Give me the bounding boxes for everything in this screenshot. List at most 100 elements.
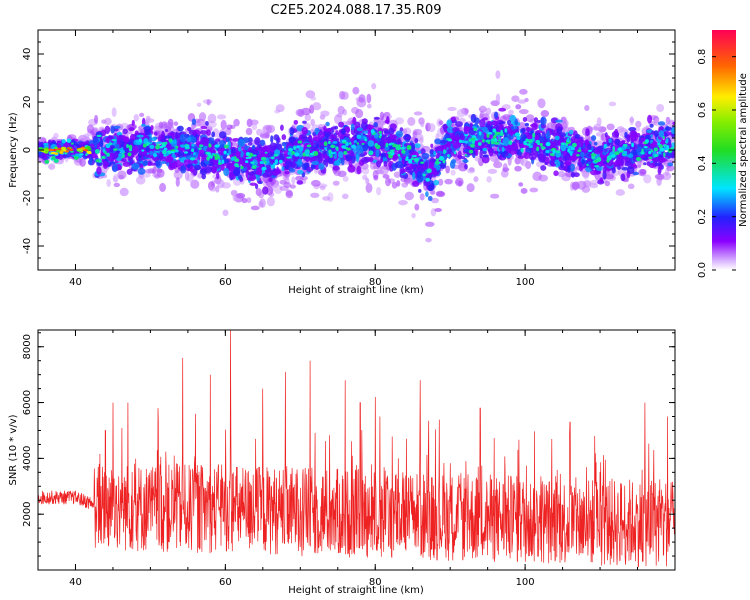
spectrogram-blob <box>398 199 408 206</box>
spectrogram-blob <box>279 152 283 158</box>
spectrogram-blob <box>365 177 370 185</box>
spectrogram-blob <box>629 115 634 126</box>
spectrogram-blob <box>464 153 468 157</box>
spectrogram-blob <box>438 120 444 126</box>
spectrogram-blob <box>231 148 235 154</box>
spectrogram-blob <box>492 128 497 133</box>
spectrogram-blob <box>341 91 349 100</box>
spectrogram-blob <box>474 137 478 141</box>
spectrogram-blob <box>204 166 212 174</box>
spectrogram-blob <box>477 142 482 146</box>
spectrogram-blob <box>433 151 436 156</box>
spectrogram-blob <box>392 143 397 148</box>
spectrogram-blob <box>54 152 59 155</box>
spectrogram-blob <box>430 197 440 204</box>
spectrogram-blob <box>262 186 269 195</box>
spectrogram-blob <box>337 105 345 115</box>
spectrogram-blob <box>524 122 529 127</box>
spectrogram-blob <box>335 129 339 136</box>
spectrogram-blob <box>614 151 620 156</box>
spectrogram-blob <box>536 146 540 152</box>
spectrogram-blob <box>537 119 541 124</box>
spectrogram-blob <box>491 120 498 126</box>
spectrogram-blob <box>192 131 198 136</box>
spectrogram-blob <box>138 138 143 143</box>
spectrogram-blob <box>558 156 563 162</box>
spectrogram-blob <box>425 191 429 198</box>
spectrogram-blob <box>444 133 451 139</box>
spectrogram-blob <box>442 159 446 164</box>
spectrogram-blob <box>595 148 601 153</box>
spectrogram-blob <box>567 165 571 173</box>
spectrogram-blob <box>365 183 373 193</box>
spectrogram-blob <box>240 165 244 170</box>
spectrogram-blob <box>535 130 543 134</box>
spectrogram-blob <box>324 128 332 133</box>
spectrogram-blob <box>401 182 409 188</box>
spectrogram-blob <box>270 164 276 169</box>
spectrogram-blob <box>611 167 616 174</box>
spectrogram-blob <box>174 149 179 153</box>
spectrogram-blob <box>658 130 665 138</box>
spectrogram-blob <box>617 166 621 170</box>
spectrogram-blob <box>175 145 179 149</box>
spectrogram-blob <box>398 144 401 148</box>
spectrogram-ylabel: Frequency (Hz) <box>8 112 19 188</box>
spectrogram-blob <box>550 160 555 167</box>
spectrogram-blob <box>368 150 374 156</box>
spectrogram-blob <box>531 122 538 131</box>
snr-marks <box>38 330 675 568</box>
spectrogram-blob <box>255 168 263 176</box>
spectrogram-blob <box>482 147 488 152</box>
spectrogram-blob <box>273 153 278 157</box>
spectrogram-blob <box>482 150 487 155</box>
snr-panel: 40 60 80 100 2000 4000 6000 8000 Height of stra… <box>8 329 676 596</box>
spectrogram-blob <box>71 142 74 145</box>
spectrogram-blob <box>213 154 218 157</box>
spectrogram-blob <box>487 141 491 145</box>
spectrogram-blob <box>464 140 469 144</box>
spectrogram-blob <box>434 207 442 213</box>
spectrogram-blob <box>306 144 312 148</box>
spectrogram-blob <box>540 165 547 171</box>
spectrogram-blob <box>173 139 177 145</box>
spectrogram-blob <box>456 108 466 118</box>
spectrogram-blob <box>232 168 241 177</box>
spectrogram-blob <box>449 160 456 169</box>
spectrogram-blob <box>656 174 665 181</box>
spectrogram-blob <box>659 157 666 163</box>
spectrogram-blob <box>191 143 195 147</box>
spectrogram-blob <box>481 126 488 133</box>
spectrogram-blob <box>446 119 452 127</box>
spectrogram-blob <box>310 96 317 101</box>
spectrogram-blob <box>404 166 411 171</box>
spectrogram-blob <box>300 155 308 160</box>
spectrogram-blob <box>291 176 296 185</box>
spectrogram-blob <box>420 161 425 164</box>
spectrogram-blob <box>166 156 174 163</box>
spectrogram-blob <box>138 148 147 156</box>
spectrogram-blob <box>385 142 389 148</box>
spectrogram-blob <box>501 147 505 152</box>
spectrogram-blob <box>425 177 431 182</box>
spectrogram-blob <box>352 86 360 95</box>
spectrogram-blob <box>610 154 616 158</box>
x-tick-label: 100 <box>516 277 535 288</box>
spectrogram-blob <box>498 107 507 112</box>
spectrogram-blob <box>355 108 364 119</box>
spectrogram-blob <box>621 145 627 150</box>
spectrogram-blob <box>137 167 146 175</box>
spectrogram-blob <box>411 212 416 219</box>
spectrogram-blob <box>206 151 211 157</box>
spectrogram-blob <box>285 190 294 199</box>
spectrogram-blob <box>297 140 303 144</box>
spectrogram-blob <box>364 138 368 142</box>
spectrogram-blob <box>214 144 220 148</box>
spectrogram-blob <box>358 140 367 144</box>
spectrogram-blob <box>528 145 533 149</box>
spectrogram-blob <box>245 151 250 156</box>
spectrogram-blob <box>209 155 213 159</box>
spectrogram-blob <box>402 128 408 134</box>
spectrogram-blob <box>510 143 519 151</box>
spectrogram-blob <box>79 158 86 167</box>
